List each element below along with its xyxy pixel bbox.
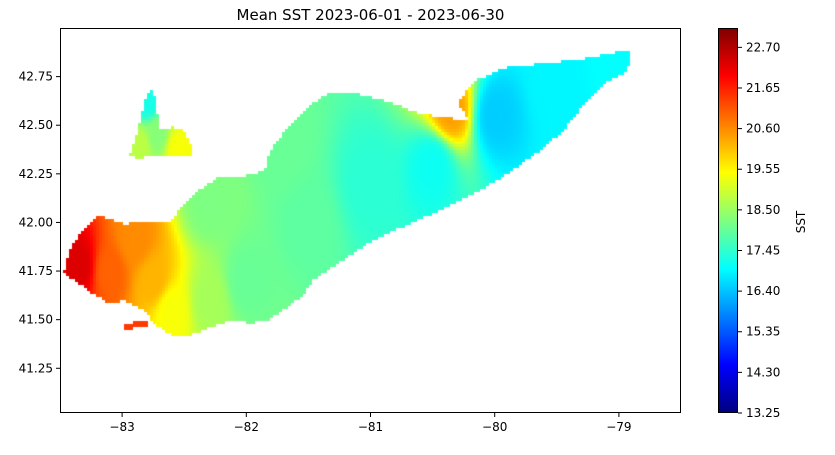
colorbar-tick-label: 19.55 <box>746 162 780 176</box>
y-tick-label: 42.25 <box>19 167 53 181</box>
colorbar-tick-label: 21.65 <box>746 81 780 95</box>
colorbar-tick-label: 20.60 <box>746 122 780 136</box>
x-tick-label: −83 <box>109 420 134 434</box>
colorbar-tick-label: 13.25 <box>746 406 780 420</box>
y-tick-label: 42.00 <box>19 215 53 229</box>
colorbar: 13.25 14.30 15.35 16.40 17.45 18.50 19.55 20.60… <box>718 28 808 420</box>
y-tick-label: 41.25 <box>19 361 53 375</box>
colorbar-ticks: 13.25 14.30 15.35 16.40 17.45 18.50 19.55 20.60… <box>738 40 780 420</box>
x-axis: −83 −82 −81 −80 −79 <box>109 413 632 434</box>
y-tick-label: 42.75 <box>19 70 53 84</box>
colorbar-label: SST <box>794 210 808 233</box>
y-tick-label: 41.50 <box>19 313 53 327</box>
x-tick-label: −80 <box>482 420 507 434</box>
sst-heatmap-layer <box>60 28 681 413</box>
colorbar-tick-label: 14.30 <box>746 365 780 379</box>
colorbar-tick-label: 15.35 <box>746 325 780 339</box>
plot-area-frame <box>60 28 681 413</box>
colorbar-tick-label: 22.70 <box>746 40 780 54</box>
y-axis: 41.25 41.50 41.75 42.00 42.25 42.50 42.75 <box>19 70 60 375</box>
colorbar-tick-label: 17.45 <box>746 243 780 257</box>
colorbar-tick-label: 18.50 <box>746 203 780 217</box>
colorbar-frame <box>718 28 738 413</box>
y-tick-label: 42.50 <box>19 118 53 132</box>
chart-title: Mean SST 2023-06-01 - 2023-06-30 <box>237 6 505 24</box>
colorbar-gradient <box>718 28 738 413</box>
sst-heatmap-raster <box>60 28 681 413</box>
y-tick-label: 41.75 <box>19 264 53 278</box>
colorbar-tick-label: 16.40 <box>746 284 780 298</box>
x-tick-label: −82 <box>234 420 259 434</box>
x-tick-label: −81 <box>358 420 383 434</box>
x-tick-label: −79 <box>606 420 631 434</box>
